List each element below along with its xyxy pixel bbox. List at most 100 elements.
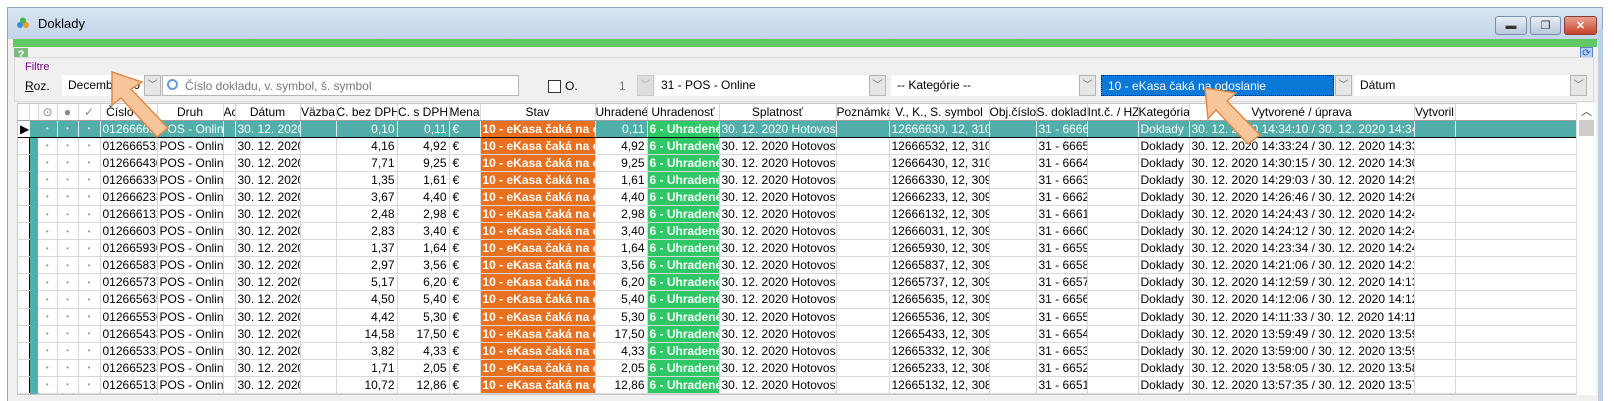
- cell-vytvorene-uprava[interactable]: 30. 12. 2020 14:33:24 / 30. 12. 2020 14:…: [1189, 137, 1415, 155]
- cell-cislo[interactable]: 012665930: [100, 239, 158, 258]
- cell-uhradene[interactable]: 1,64: [595, 239, 648, 258]
- column-header-cena-bez-dph[interactable]: C. bez DPH: [336, 104, 398, 121]
- cell-attachment[interactable]: •: [38, 137, 58, 155]
- cell-uhradenost[interactable]: 6 - Uhradené: [647, 205, 720, 224]
- cell-poznamka[interactable]: [836, 171, 890, 189]
- cell-mena[interactable]: €: [449, 119, 481, 138]
- cell-mena[interactable]: €: [449, 205, 481, 224]
- cell-vazba[interactable]: [300, 222, 337, 241]
- cell-poznamka[interactable]: [836, 205, 890, 224]
- cell-vytvoril[interactable]: [1414, 325, 1456, 343]
- cell-check[interactable]: •: [78, 154, 101, 172]
- cell-vytvorene-uprava[interactable]: 30. 12. 2020 14:23:34 / 30. 12. 2020 14:…: [1189, 239, 1415, 258]
- cell-check[interactable]: •: [78, 273, 101, 292]
- cell-int-hz[interactable]: [1087, 376, 1139, 394]
- cell-uhradene[interactable]: 9,25: [595, 154, 648, 172]
- cell-uhradenost[interactable]: 6 - Uhradené: [647, 137, 720, 155]
- cell-comment[interactable]: •: [57, 376, 79, 394]
- cell-datum[interactable]: 30. 12. 2020: [235, 171, 301, 189]
- cell-kategoria[interactable]: Doklady: [1138, 342, 1190, 360]
- cell-mena[interactable]: €: [449, 188, 481, 206]
- cell-comment[interactable]: •: [57, 239, 79, 258]
- cell-cena-s-dph[interactable]: 0,11: [397, 119, 450, 138]
- cell-ac[interactable]: [223, 376, 236, 394]
- cell-druh[interactable]: POS - Online: [157, 273, 224, 292]
- column-header-cena-s-dph[interactable]: C. s DPH: [397, 104, 450, 121]
- cell-druh[interactable]: POS - Online: [157, 239, 224, 258]
- cell-vazba[interactable]: [300, 308, 337, 326]
- cell-status-strip[interactable]: [29, 273, 38, 291]
- cell-obj-cislo[interactable]: [989, 171, 1037, 189]
- cell-vazba[interactable]: [300, 239, 337, 258]
- cell-check[interactable]: •: [78, 188, 101, 206]
- cell-comment[interactable]: •: [57, 154, 79, 172]
- cell-cena-bez-dph[interactable]: 4,16: [336, 137, 398, 155]
- category-dropdown[interactable]: -- Kategórie --: [891, 75, 1079, 96]
- cell-cena-s-dph[interactable]: 2,98: [397, 205, 450, 224]
- column-header-vks-symbol[interactable]: V., K., S. symbol: [889, 104, 990, 121]
- cell-kategoria[interactable]: Doklady: [1138, 222, 1190, 241]
- cell-cena-s-dph[interactable]: 5,40: [397, 290, 450, 309]
- cell-vks-symbol[interactable]: 12666430, 12, 3100: [889, 154, 990, 172]
- cell-comment[interactable]: •: [57, 137, 79, 155]
- cell-poznamka[interactable]: [836, 154, 890, 172]
- cell-obj-cislo[interactable]: [989, 154, 1037, 172]
- cell-status-strip[interactable]: [29, 256, 38, 274]
- cell-stav[interactable]: 10 - eKasa čaká na odoslanie: [480, 154, 596, 172]
- cell-filler[interactable]: [1455, 290, 1576, 309]
- cell-poznamka[interactable]: [836, 325, 890, 343]
- minimize-button[interactable]: ▬: [1495, 16, 1527, 35]
- cell-attachment[interactable]: •: [38, 308, 58, 326]
- cell-filler[interactable]: [1455, 325, 1576, 343]
- cell-cislo[interactable]: 012665536: [100, 308, 158, 326]
- cell-vytvorene-uprava[interactable]: 30. 12. 2020 14:26:46 / 30. 12. 2020 14:…: [1189, 188, 1415, 206]
- cell-obj-cislo[interactable]: [989, 222, 1037, 241]
- cell-vazba[interactable]: [300, 325, 337, 343]
- cell-row-indicator[interactable]: [18, 205, 30, 224]
- column-header-mena[interactable]: Mena: [449, 104, 481, 121]
- cell-druh[interactable]: POS - Online: [157, 256, 224, 275]
- cell-stav[interactable]: 10 - eKasa čaká na odoslanie: [480, 359, 596, 377]
- cell-attachment[interactable]: •: [38, 256, 58, 275]
- cell-uhradene[interactable]: 5,40: [595, 290, 648, 309]
- cell-splatnost[interactable]: 30. 12. 2020 Hotovosť: [719, 308, 837, 326]
- cell-druh[interactable]: POS - Online: [157, 222, 224, 241]
- cell-s-doklad[interactable]: 31 - 6659: [1036, 239, 1088, 258]
- column-header-row-indicator[interactable]: [18, 104, 30, 121]
- cell-row-indicator[interactable]: [18, 239, 30, 258]
- cell-s-doklad[interactable]: 31 - 6661: [1036, 205, 1088, 224]
- cell-poznamka[interactable]: [836, 256, 890, 275]
- cell-comment[interactable]: •: [57, 171, 79, 189]
- cell-vks-symbol[interactable]: 12665536, 12, 3091: [889, 308, 990, 326]
- cell-filler[interactable]: [1455, 222, 1576, 241]
- cell-uhradenost[interactable]: 6 - Uhradené: [647, 188, 720, 206]
- sort-dropdown-arrow[interactable]: ﹀: [1570, 75, 1587, 96]
- cell-druh[interactable]: POS - Online: [157, 154, 224, 172]
- cell-splatnost[interactable]: 30. 12. 2020 Hotovosť: [719, 273, 837, 292]
- cell-cislo[interactable]: 012666330: [100, 171, 158, 189]
- cell-cena-s-dph[interactable]: 2,05: [397, 359, 450, 377]
- cell-vks-symbol[interactable]: 12666031, 12, 3096: [889, 222, 990, 241]
- cell-datum[interactable]: 30. 12. 2020: [235, 342, 301, 360]
- cell-druh[interactable]: POS - Online: [157, 325, 224, 343]
- cell-splatnost[interactable]: 30. 12. 2020 Hotovosť: [719, 222, 837, 241]
- cell-druh[interactable]: POS - Online: [157, 119, 224, 138]
- cell-comment[interactable]: •: [57, 222, 79, 241]
- cell-stav[interactable]: 10 - eKasa čaká na odoslanie: [480, 290, 596, 309]
- cell-datum[interactable]: 30. 12. 2020: [235, 222, 301, 241]
- status-dropdown[interactable]: 10 - eKasa čaká na odoslanie: [1101, 75, 1334, 96]
- cell-uhradene[interactable]: 2,98: [595, 205, 648, 224]
- cell-obj-cislo[interactable]: [989, 342, 1037, 360]
- cell-cena-s-dph[interactable]: 4,33: [397, 342, 450, 360]
- cell-druh[interactable]: POS - Online: [157, 342, 224, 360]
- cell-int-hz[interactable]: [1087, 308, 1139, 326]
- cell-splatnost[interactable]: 30. 12. 2020 Hotovosť: [719, 325, 837, 343]
- cell-kategoria[interactable]: Doklady: [1138, 376, 1190, 394]
- cell-uhradenost[interactable]: 6 - Uhradené: [647, 342, 720, 360]
- column-header-ac[interactable]: Ac: [223, 104, 236, 121]
- cell-splatnost[interactable]: 30. 12. 2020 Hotovosť: [719, 290, 837, 309]
- cell-cena-s-dph[interactable]: 3,40: [397, 222, 450, 241]
- column-header-vazba[interactable]: Väzba: [300, 104, 337, 121]
